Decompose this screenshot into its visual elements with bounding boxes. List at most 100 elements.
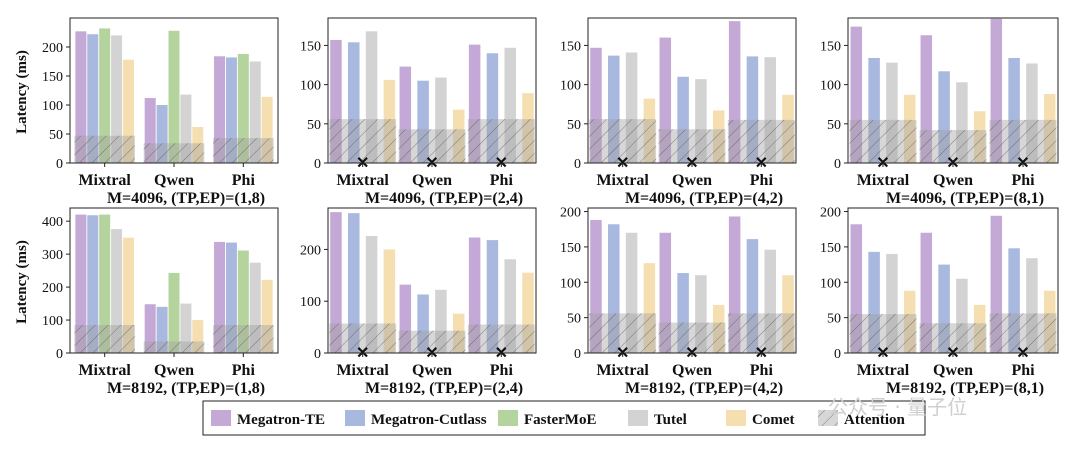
- legend-label: Tutel: [654, 412, 687, 428]
- bar-comet-mixtral: [383, 249, 396, 353]
- bar-megatron-cutlass-mixtral: [868, 251, 880, 353]
- y-tick-label-400: 400: [42, 215, 63, 230]
- bar-megatron-cutlass-phi: [225, 242, 237, 353]
- bar-megatron-cutlass-mixtral: [608, 224, 620, 353]
- bar-megatron-cutlass-phi: [486, 53, 499, 163]
- bar-megatron-te-phi: [990, 215, 1003, 353]
- bar-megatron-te-mixtral: [850, 224, 863, 353]
- y-tick-label-50: 50: [567, 118, 581, 133]
- bar-megatron-te-mixtral: [75, 31, 87, 164]
- x-tick-label-mixtral: Mixtral: [857, 362, 910, 379]
- bar-megatron-te-qwen: [399, 66, 412, 163]
- legend-label: Megatron-TE: [237, 412, 325, 428]
- attention-bar-mixtral: [589, 313, 657, 353]
- y-tick-label-0: 0: [314, 347, 321, 362]
- x-tick-label-qwen: Qwen: [933, 172, 973, 189]
- bar-megatron-cutlass-qwen: [417, 80, 429, 163]
- y-tick-label-0: 0: [56, 157, 63, 172]
- bar-tutel-qwen: [695, 275, 707, 353]
- bar-megatron-te-phi: [214, 56, 226, 163]
- bar-megatron-cutlass-qwen: [156, 105, 168, 163]
- y-tick-label-200: 200: [42, 41, 63, 56]
- legend-item-megatron-te: Megatron-TE: [211, 410, 325, 428]
- x-tick-label-phi: Phi: [1011, 362, 1035, 379]
- attention-bar-mixtral: [74, 324, 135, 353]
- y-tick-label-50: 50: [307, 118, 321, 133]
- attention-bar-qwen: [143, 143, 205, 163]
- charts-group: Mixtral Qwen Phi 0 50 100 150 200 M=4096, (TP,EP…: [42, 17, 1059, 397]
- x-tick-label-phi: Phi: [232, 362, 256, 379]
- x-tick-label-phi: Phi: [232, 172, 256, 189]
- y-tick-label-100: 100: [820, 276, 841, 291]
- y-tick-label-100: 100: [560, 79, 581, 94]
- bar-tutel-qwen: [180, 303, 192, 353]
- panel-title: M=4096, (TP,EP)=(8,1): [886, 190, 1044, 207]
- attention-bar-mixtral: [849, 119, 917, 163]
- bar-megatron-cutlass-phi: [225, 57, 237, 163]
- x-tick-label-phi: Phi: [750, 172, 774, 189]
- bar-fastermoe-qwen: [168, 272, 180, 353]
- bar-tutel-qwen: [695, 79, 707, 163]
- y-tick-label-0: 0: [314, 157, 321, 172]
- y-tick-label-50: 50: [827, 312, 841, 327]
- x-tick-label-qwen: Qwen: [412, 362, 452, 379]
- bar-megatron-te-mixtral: [330, 212, 342, 353]
- attention-bar-qwen: [398, 330, 466, 353]
- attention-bar-mixtral: [329, 119, 397, 163]
- y-tick-label-0: 0: [834, 157, 841, 172]
- panel-title: M=8192, (TP,EP)=(8,1): [886, 380, 1044, 397]
- attention-bar-mixtral: [74, 135, 135, 163]
- bar-comet-mixtral: [122, 59, 134, 164]
- bar-tutel-phi: [504, 47, 516, 163]
- bar-comet-phi: [261, 96, 273, 163]
- y-tick-label-100: 100: [42, 99, 63, 114]
- attention-bar-phi: [989, 119, 1057, 163]
- bar-tutel-phi: [249, 262, 261, 353]
- panel-title: M=4096, (TP,EP)=(2,4): [365, 190, 523, 207]
- attention-bar-qwen: [398, 129, 466, 163]
- bar-megatron-cutlass-mixtral: [868, 57, 880, 163]
- attention-bar-qwen: [658, 322, 726, 353]
- bar-megatron-te-phi: [728, 216, 741, 353]
- legend-label: Comet: [752, 412, 794, 428]
- chart-panel-5: Mixtral Qwen Phi 0 100 200 300 400 M=8192, (TP,E…: [42, 207, 279, 397]
- legend-swatch: [211, 410, 231, 426]
- y-tick-label-100: 100: [820, 79, 841, 94]
- bar-comet-phi: [522, 272, 534, 353]
- bar-megatron-te-qwen: [144, 304, 156, 353]
- legend: Megatron-TE Megatron-Cutlass FasterMoE Tute…: [202, 400, 926, 436]
- y-axis-label-bottom: Latency (ms): [14, 240, 30, 324]
- bar-tutel-qwen: [956, 278, 968, 353]
- legend-swatch: [818, 410, 838, 426]
- attention-bar-mixtral: [589, 119, 657, 163]
- attention-bar-phi: [467, 324, 535, 353]
- legend-box: [202, 400, 926, 436]
- bar-fastermoe-phi: [237, 53, 249, 163]
- attention-bar-phi: [213, 324, 274, 353]
- bar-megatron-te-mixtral: [330, 39, 342, 164]
- bar-megatron-cutlass-qwen: [677, 76, 689, 163]
- legend-label: Attention: [844, 412, 905, 428]
- attention-bar-qwen: [658, 129, 726, 163]
- legend-swatch: [628, 410, 648, 426]
- bar-megatron-te-qwen: [920, 232, 933, 353]
- bar-megatron-te-qwen: [920, 35, 933, 163]
- y-tick-label-300: 300: [42, 248, 63, 263]
- bar-megatron-cutlass-phi: [486, 240, 499, 353]
- attention-bar-phi: [467, 119, 535, 163]
- bar-megatron-te-phi: [468, 237, 481, 353]
- bar-megatron-te-phi: [214, 241, 226, 353]
- bar-megatron-cutlass-phi: [746, 56, 759, 163]
- attention-bar-qwen: [143, 341, 205, 353]
- x-tick-label-qwen: Qwen: [412, 172, 452, 189]
- bar-megatron-cutlass-qwen: [938, 264, 950, 353]
- x-tick-label-mixtral: Mixtral: [857, 172, 910, 189]
- bar-megatron-cutlass-mixtral: [348, 213, 360, 353]
- bar-comet-qwen: [192, 320, 204, 353]
- attention-bar-phi: [727, 119, 795, 163]
- bar-megatron-te-phi: [728, 21, 741, 163]
- bar-tutel-phi: [1026, 258, 1038, 353]
- legend-label: FasterMoE: [524, 412, 596, 428]
